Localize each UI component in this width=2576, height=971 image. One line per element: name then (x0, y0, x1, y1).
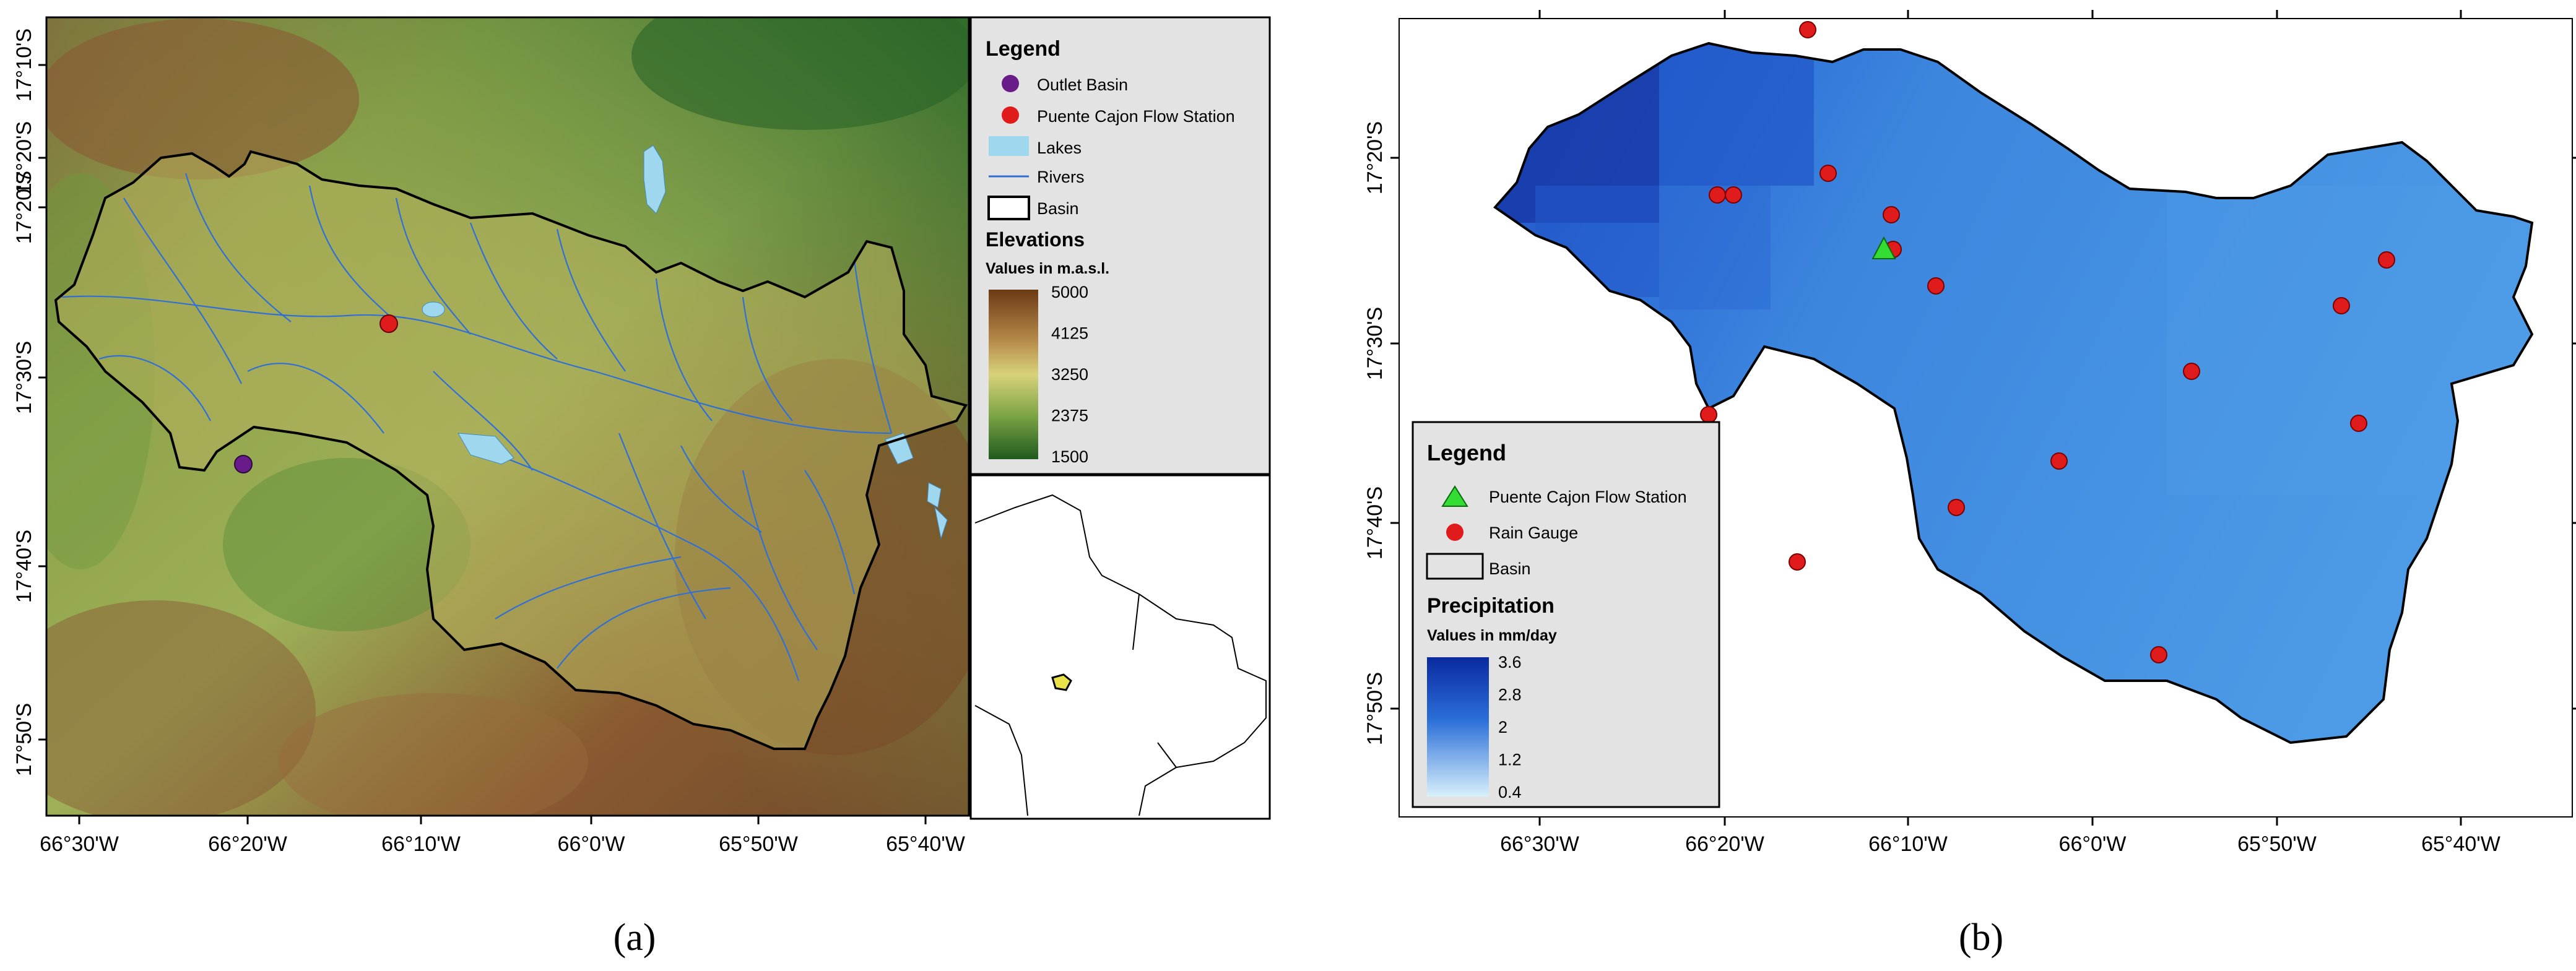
y-tick-label: 17°40'S (12, 530, 36, 603)
rain-gauge-symbol (1799, 21, 1816, 38)
legend-station-label: Puente Cajon Flow Station (1489, 488, 1687, 506)
x-tick-label: 66°10'W (381, 832, 461, 856)
rain-gauge-symbol (1883, 206, 1900, 223)
x-tick-label: 66°10'W (1868, 832, 1948, 856)
legend-lakes-label: Lakes (1037, 139, 1082, 157)
outlet-point-symbol (234, 455, 253, 473)
x-tick-label: 66°30'W (1500, 832, 1579, 856)
legend-title: Legend (986, 37, 1060, 61)
caption-b: (b) (1959, 917, 2003, 959)
rain-gauge-symbol (2333, 297, 2350, 314)
panel-a-map: Legend Outlet Basin Puente Cajon Flow St… (12, 16, 1271, 856)
elevation-ramp (989, 290, 1038, 459)
legend-basin-label: Basin (1489, 559, 1531, 578)
x-tick-label: 65°40'W (886, 832, 965, 856)
lakes-layer (422, 145, 948, 540)
y-tick-label: 17°30'S (1363, 307, 1387, 380)
caption-a: (a) (614, 917, 656, 959)
x-tick-label: 66°20'W (1685, 832, 1764, 856)
rain-gauge-symbol (2378, 251, 2395, 269)
inset-basin-location (1051, 673, 1072, 691)
precipitation-ramp-label: 2.8 (1498, 686, 1522, 704)
x-tick-label: 65°40'W (2421, 832, 2500, 856)
x-tick-label: 66°0'W (2059, 832, 2127, 856)
rain-gauge-symbol (1948, 499, 1965, 516)
triangle-symbol (1441, 485, 1468, 507)
rain-gauge-symbol (1725, 186, 1742, 204)
y-tick-label: 17°10'S (12, 28, 36, 101)
precipitation-title: Precipitation (1427, 594, 1555, 618)
rain-gauge-symbol (2150, 646, 2167, 663)
elevations-subtitle: Values in m.a.s.l. (986, 260, 1109, 277)
x-tick-label: 65°50'W (2237, 832, 2317, 856)
y-tick-label: 17°50'S (12, 703, 36, 776)
rain-gauge-symbol (2183, 363, 2200, 380)
map-frame-a (45, 16, 970, 817)
legend-b: Legend Puente Cajon Flow Station Rain Ga… (1412, 421, 1720, 808)
y-tick-label: 17°20'S (12, 121, 36, 194)
legend-a: Legend Outlet Basin Puente Cajon Flow St… (969, 16, 1271, 475)
lakes-swatch (989, 136, 1029, 156)
precipitation-ramp-label: 1.2 (1498, 751, 1522, 769)
inset-map (969, 474, 1271, 820)
precipitation-subtitle: Values in mm/day (1427, 627, 1557, 644)
precipitation-ramp-label: 0.4 (1498, 783, 1522, 801)
elevation-ramp-label: 3250 (1051, 365, 1088, 384)
station-legend-symbol (1002, 106, 1019, 124)
basin-swatch (1426, 553, 1484, 580)
precipitation-ramp-label: 3.6 (1498, 653, 1522, 671)
x-tick-label: 66°0'W (558, 832, 625, 856)
rain-gauge-legend-symbol (1446, 524, 1464, 541)
y-tick-label: 17°20'S (12, 171, 36, 244)
rain-gauges (1700, 21, 2395, 663)
flow-station-symbol (1871, 236, 1896, 259)
y-tick-label: 17°20'S (1363, 121, 1387, 194)
legend-basin-label: Basin (1037, 199, 1079, 218)
rain-gauge-symbol (1819, 165, 1837, 182)
legend-title: Legend (1427, 440, 1506, 465)
rain-gauge-symbol (1700, 406, 1717, 423)
rain-gauge-symbol (2050, 452, 2068, 470)
elevations-title: Elevations (986, 228, 1085, 251)
outlet-legend-symbol (1002, 75, 1019, 92)
precipitation-ramp (1427, 657, 1489, 796)
basin-swatch (987, 196, 1030, 220)
y-tick-label: 17°50'S (1363, 672, 1387, 745)
rain-gauge-symbol (2350, 415, 2367, 432)
legend-gauge-label: Rain Gauge (1489, 524, 1578, 542)
rain-gauge-symbol (1789, 553, 1806, 571)
elevation-ramp-label: 2375 (1051, 407, 1088, 425)
country-boundaries (974, 494, 1267, 816)
legend-outlet-label: Outlet Basin (1037, 76, 1128, 94)
rain-gauge-symbol (1709, 186, 1726, 204)
elevation-ramp-label: 1500 (1051, 447, 1088, 466)
precipitation-ramp-label: 2 (1498, 718, 1507, 736)
x-tick-label: 66°20'W (208, 832, 287, 856)
panel-b-map: Legend Puente Cajon Flow Station Rain Ga… (1363, 10, 2576, 856)
river-network (61, 173, 893, 681)
rain-gauge-symbol (1927, 277, 1945, 295)
elevation-ramp-label: 5000 (1051, 283, 1088, 301)
legend-station-label: Puente Cajon Flow Station (1037, 107, 1235, 126)
y-tick-label: 17°40'S (1363, 486, 1387, 559)
elevation-ramp-label: 4125 (1051, 324, 1088, 343)
flow-station-symbol (379, 314, 398, 333)
x-tick-label: 66°30'W (40, 832, 119, 856)
x-tick-label: 65°50'W (719, 832, 798, 856)
legend-rivers-label: Rivers (1037, 168, 1085, 186)
y-tick-label: 17°30'S (12, 341, 36, 414)
